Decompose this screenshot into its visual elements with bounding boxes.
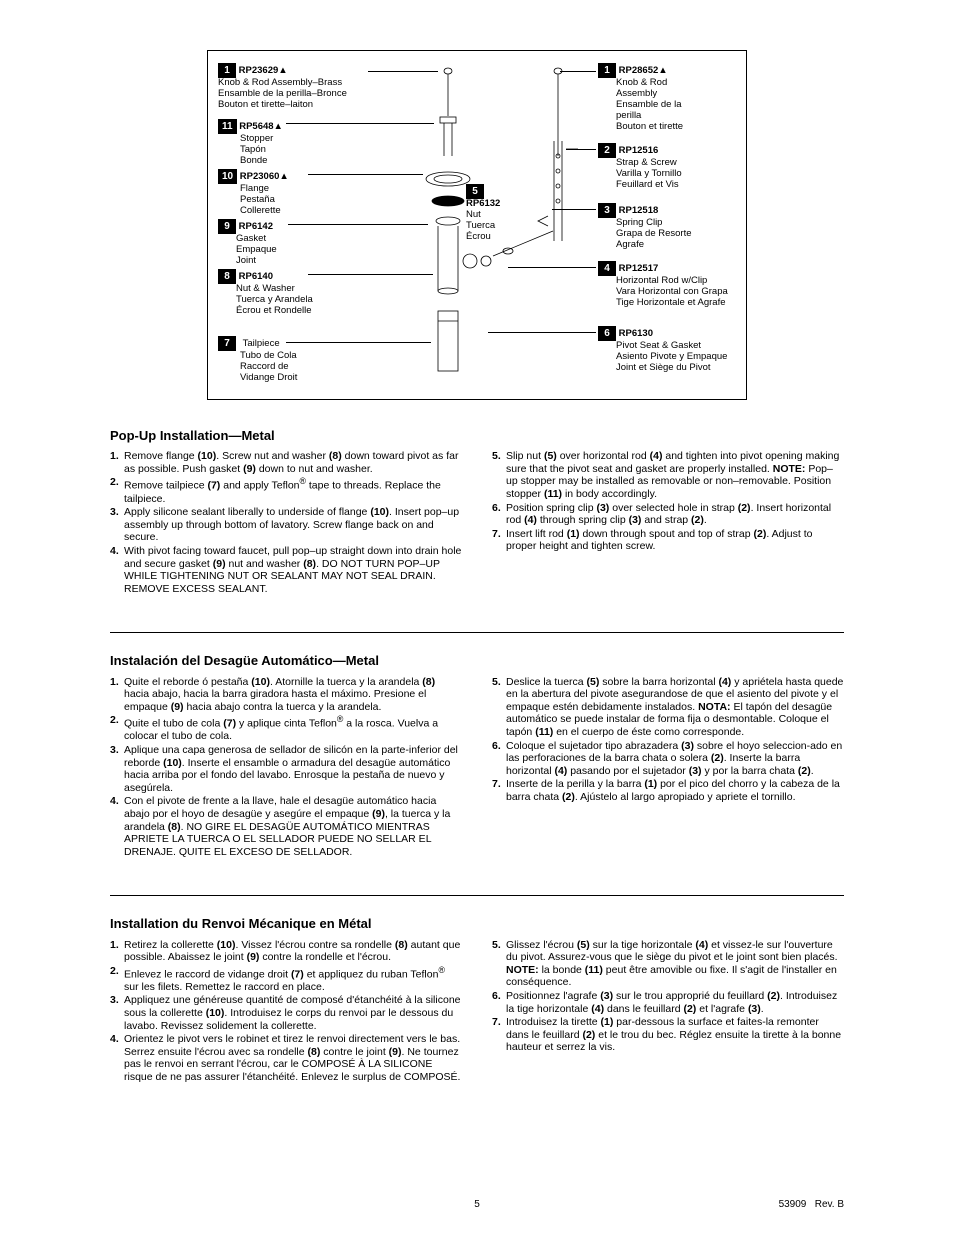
step-item: 2.Quite el tubo de cola (7) y aplique ci…: [110, 714, 462, 743]
step-item: 6.Coloque el sujetador tipo abrazadera (…: [492, 740, 844, 778]
step-item: 3.Aplique una capa generosa de sellador …: [110, 744, 462, 794]
page-footer: 5 53909 Rev. B: [110, 1199, 844, 1212]
divider: [110, 895, 844, 896]
step-item: 7.Introduisez la tirette (1) par-dessous…: [492, 1016, 844, 1054]
section-es: Instalación del Desagüe Automático—Metal…: [110, 653, 844, 859]
part-9: 9 RP6142 Gasket Empaque Joint: [218, 219, 277, 267]
step-item: 6.Position spring clip (3) over selected…: [492, 502, 844, 527]
section-title-fr: Installation du Renvoi Mécanique en Méta…: [110, 916, 844, 932]
step-item: 1.Remove flange (10). Screw nut and wash…: [110, 450, 462, 475]
steps-en-left: 1.Remove flange (10). Screw nut and wash…: [110, 450, 462, 595]
part-8: 8 RP6140 Nut & Washer Tuerca y Arandela …: [218, 269, 313, 317]
divider: [110, 632, 844, 633]
section-en: Pop-Up Installation—Metal 1.Remove flang…: [110, 428, 844, 596]
step-item: 5.Deslice la tuerca (5) sobre la barra h…: [492, 676, 844, 739]
part-1-left: 1 RP23629▲ Knob & Rod Assembly–Brass Ens…: [218, 63, 347, 111]
step-item: 3.Apply silicone sealant liberally to un…: [110, 506, 462, 544]
step-item: 5.Glissez l'écrou (5) sur la tige horizo…: [492, 939, 844, 989]
part-2: 2 RP12516 Strap & Screw Varilla y Tornil…: [598, 143, 682, 191]
step-item: 3.Appliquez une généreuse quantité de co…: [110, 994, 462, 1032]
steps-fr-right: 5.Glissez l'écrou (5) sur la tige horizo…: [492, 939, 844, 1054]
section-title-en: Pop-Up Installation—Metal: [110, 428, 844, 444]
steps-en-right: 5.Slip nut (5) over horizontal rod (4) a…: [492, 450, 844, 553]
step-item: 1.Retirez la collerette (10). Vissez l'é…: [110, 939, 462, 964]
step-item: 5.Slip nut (5) over horizontal rod (4) a…: [492, 450, 844, 500]
step-item: 7.Insert lift rod (1) down through spout…: [492, 528, 844, 553]
step-item: 6.Positionnez l'agrafe (3) sur le trou a…: [492, 990, 844, 1015]
steps-fr-left: 1.Retirez la collerette (10). Vissez l'é…: [110, 939, 462, 1084]
step-item: 1.Quite el reborde ó pestaña (10). Atorn…: [110, 676, 462, 714]
step-item: 4.With pivot facing toward faucet, pull …: [110, 545, 462, 595]
steps-es-right: 5.Deslice la tuerca (5) sobre la barra h…: [492, 676, 844, 804]
part-3: 3 RP12518 Spring Clip Grapa de Resorte A…: [598, 203, 692, 251]
part-5: 5 RP6132 Nut Tuerca Écrou: [466, 184, 500, 243]
part-1-right: 1 RP28652▲ Knob & Rod Assembly Ensamble …: [598, 63, 683, 133]
doc-rev: 53909 Rev. B: [779, 1199, 844, 1212]
step-item: 2.Remove tailpiece (7) and apply Teflon®…: [110, 476, 462, 505]
part-10: 10 RP23060▲ Flange Pestaña Collerette: [218, 169, 289, 217]
page-number: 5: [110, 1199, 844, 1212]
parts-diagram: 1 RP23629▲ Knob & Rod Assembly–Brass Ens…: [207, 50, 747, 400]
step-item: 4.Con el pivote de frente a la llave, ha…: [110, 795, 462, 858]
section-title-es: Instalación del Desagüe Automático—Metal: [110, 653, 844, 669]
step-item: 7.Inserte de la perilla y la barra (1) p…: [492, 778, 844, 803]
section-fr: Installation du Renvoi Mécanique en Méta…: [110, 916, 844, 1084]
part-6: 6 RP6130 Pivot Seat & Gasket Asiento Piv…: [598, 326, 727, 374]
step-item: 4.Orientez le pivot vers le robinet et t…: [110, 1033, 462, 1083]
part-4: 4 RP12517 Horizontal Rod w/Clip Vara Hor…: [598, 261, 728, 309]
part-7: 7 Tailpiece Tubo de Cola Raccord de Vida…: [218, 336, 297, 384]
steps-es-left: 1.Quite el reborde ó pestaña (10). Atorn…: [110, 676, 462, 859]
step-item: 2.Enlevez le raccord de vidange droit (7…: [110, 965, 462, 994]
part-11: 11 RP5648▲ Stopper Tapón Bonde: [218, 119, 283, 167]
